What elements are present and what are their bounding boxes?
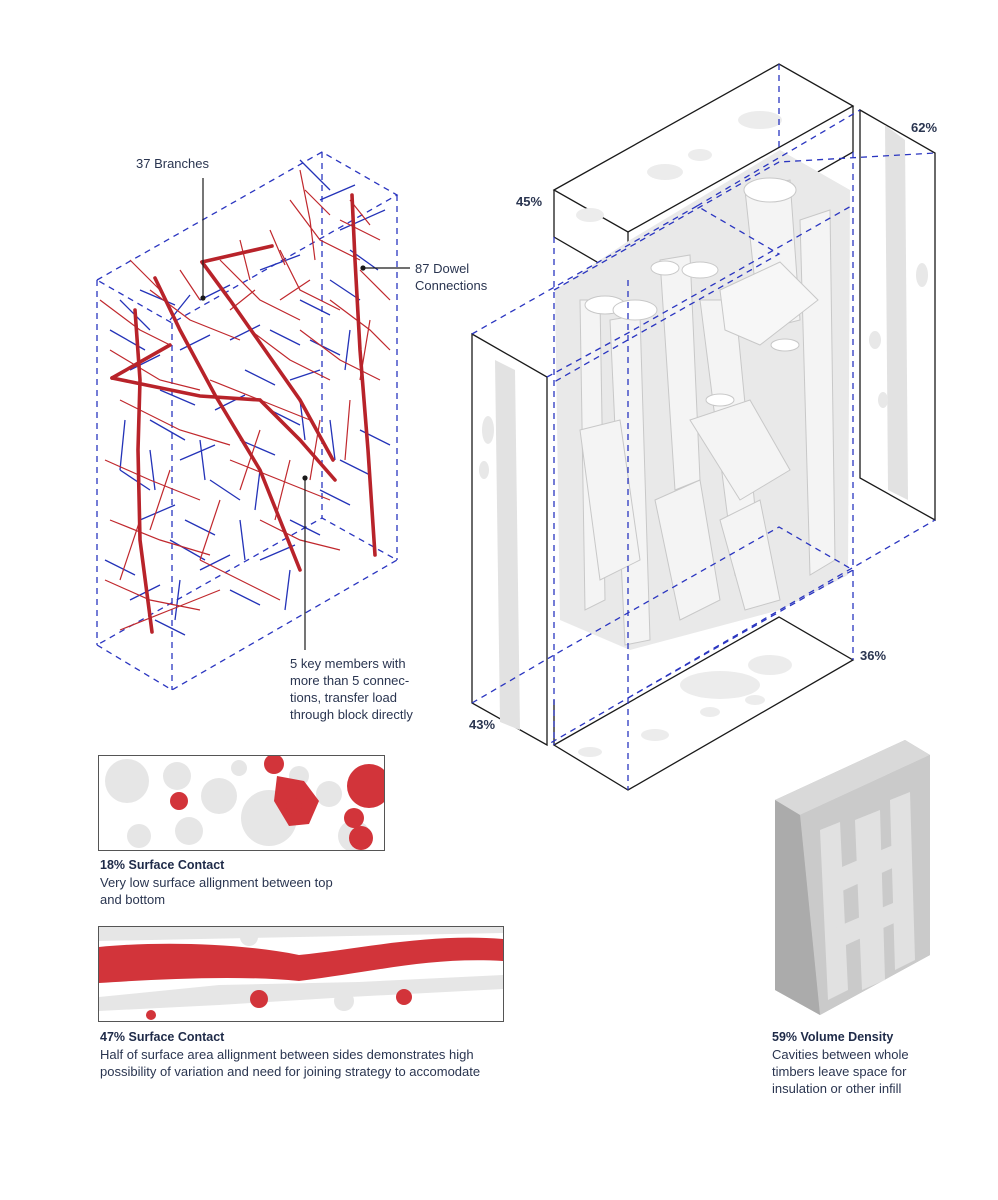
volume-density-line3: insulation or other infill [772, 1081, 902, 1096]
key-members [110, 193, 377, 634]
top-contact-line2: and bottom [100, 892, 166, 907]
side-contact-title: 47% Surface Contact [100, 1030, 225, 1044]
volume-density-line1: Cavities between whole [772, 1047, 909, 1062]
key-members-line1: 5 key members with [290, 656, 406, 671]
right-contact-plate [859, 108, 936, 522]
percent-left-top: 45% [516, 194, 543, 209]
percent-right-bottom: 36% [860, 648, 887, 663]
dowel-label-line2: Connections [415, 278, 488, 293]
volume-density-line2: timbers leave space for [772, 1064, 907, 1079]
dowel-label-line1: 87 Dowel [415, 261, 470, 276]
side-contact-pattern [99, 927, 503, 1020]
side-surface-contact-strip [98, 926, 504, 1022]
percent-left-bottom: 43% [469, 717, 496, 732]
branches-label: 37 Branches [136, 156, 209, 171]
top-contact-line1: Very low surface allignment between top [100, 875, 333, 890]
top-surface-contact-strip [98, 755, 385, 851]
top-contact-plate [552, 63, 855, 281]
key-members-line2: more than 5 connec- [290, 673, 410, 688]
left-contact-plate [471, 332, 548, 747]
key-members-line3: tions, transfer load [290, 690, 397, 705]
side-contact-line2: possibility of variation and need for jo… [100, 1064, 481, 1079]
top-contact-title: 18% Surface Contact [100, 858, 225, 872]
network-bounding-box [95, 151, 399, 691]
dowel-connections [104, 159, 391, 636]
top-contact-pattern [105, 756, 384, 850]
volume-density-title: 59% Volume Density [772, 1030, 894, 1044]
leader-lines [200, 178, 410, 650]
side-contact-line1: Half of surface area allignment between … [100, 1047, 474, 1062]
thin-branches [99, 169, 391, 631]
key-members-line4: through block directly [290, 707, 413, 722]
timber-cluster [555, 150, 850, 650]
projection-lines [471, 64, 936, 790]
percent-right-top: 62% [911, 120, 938, 135]
